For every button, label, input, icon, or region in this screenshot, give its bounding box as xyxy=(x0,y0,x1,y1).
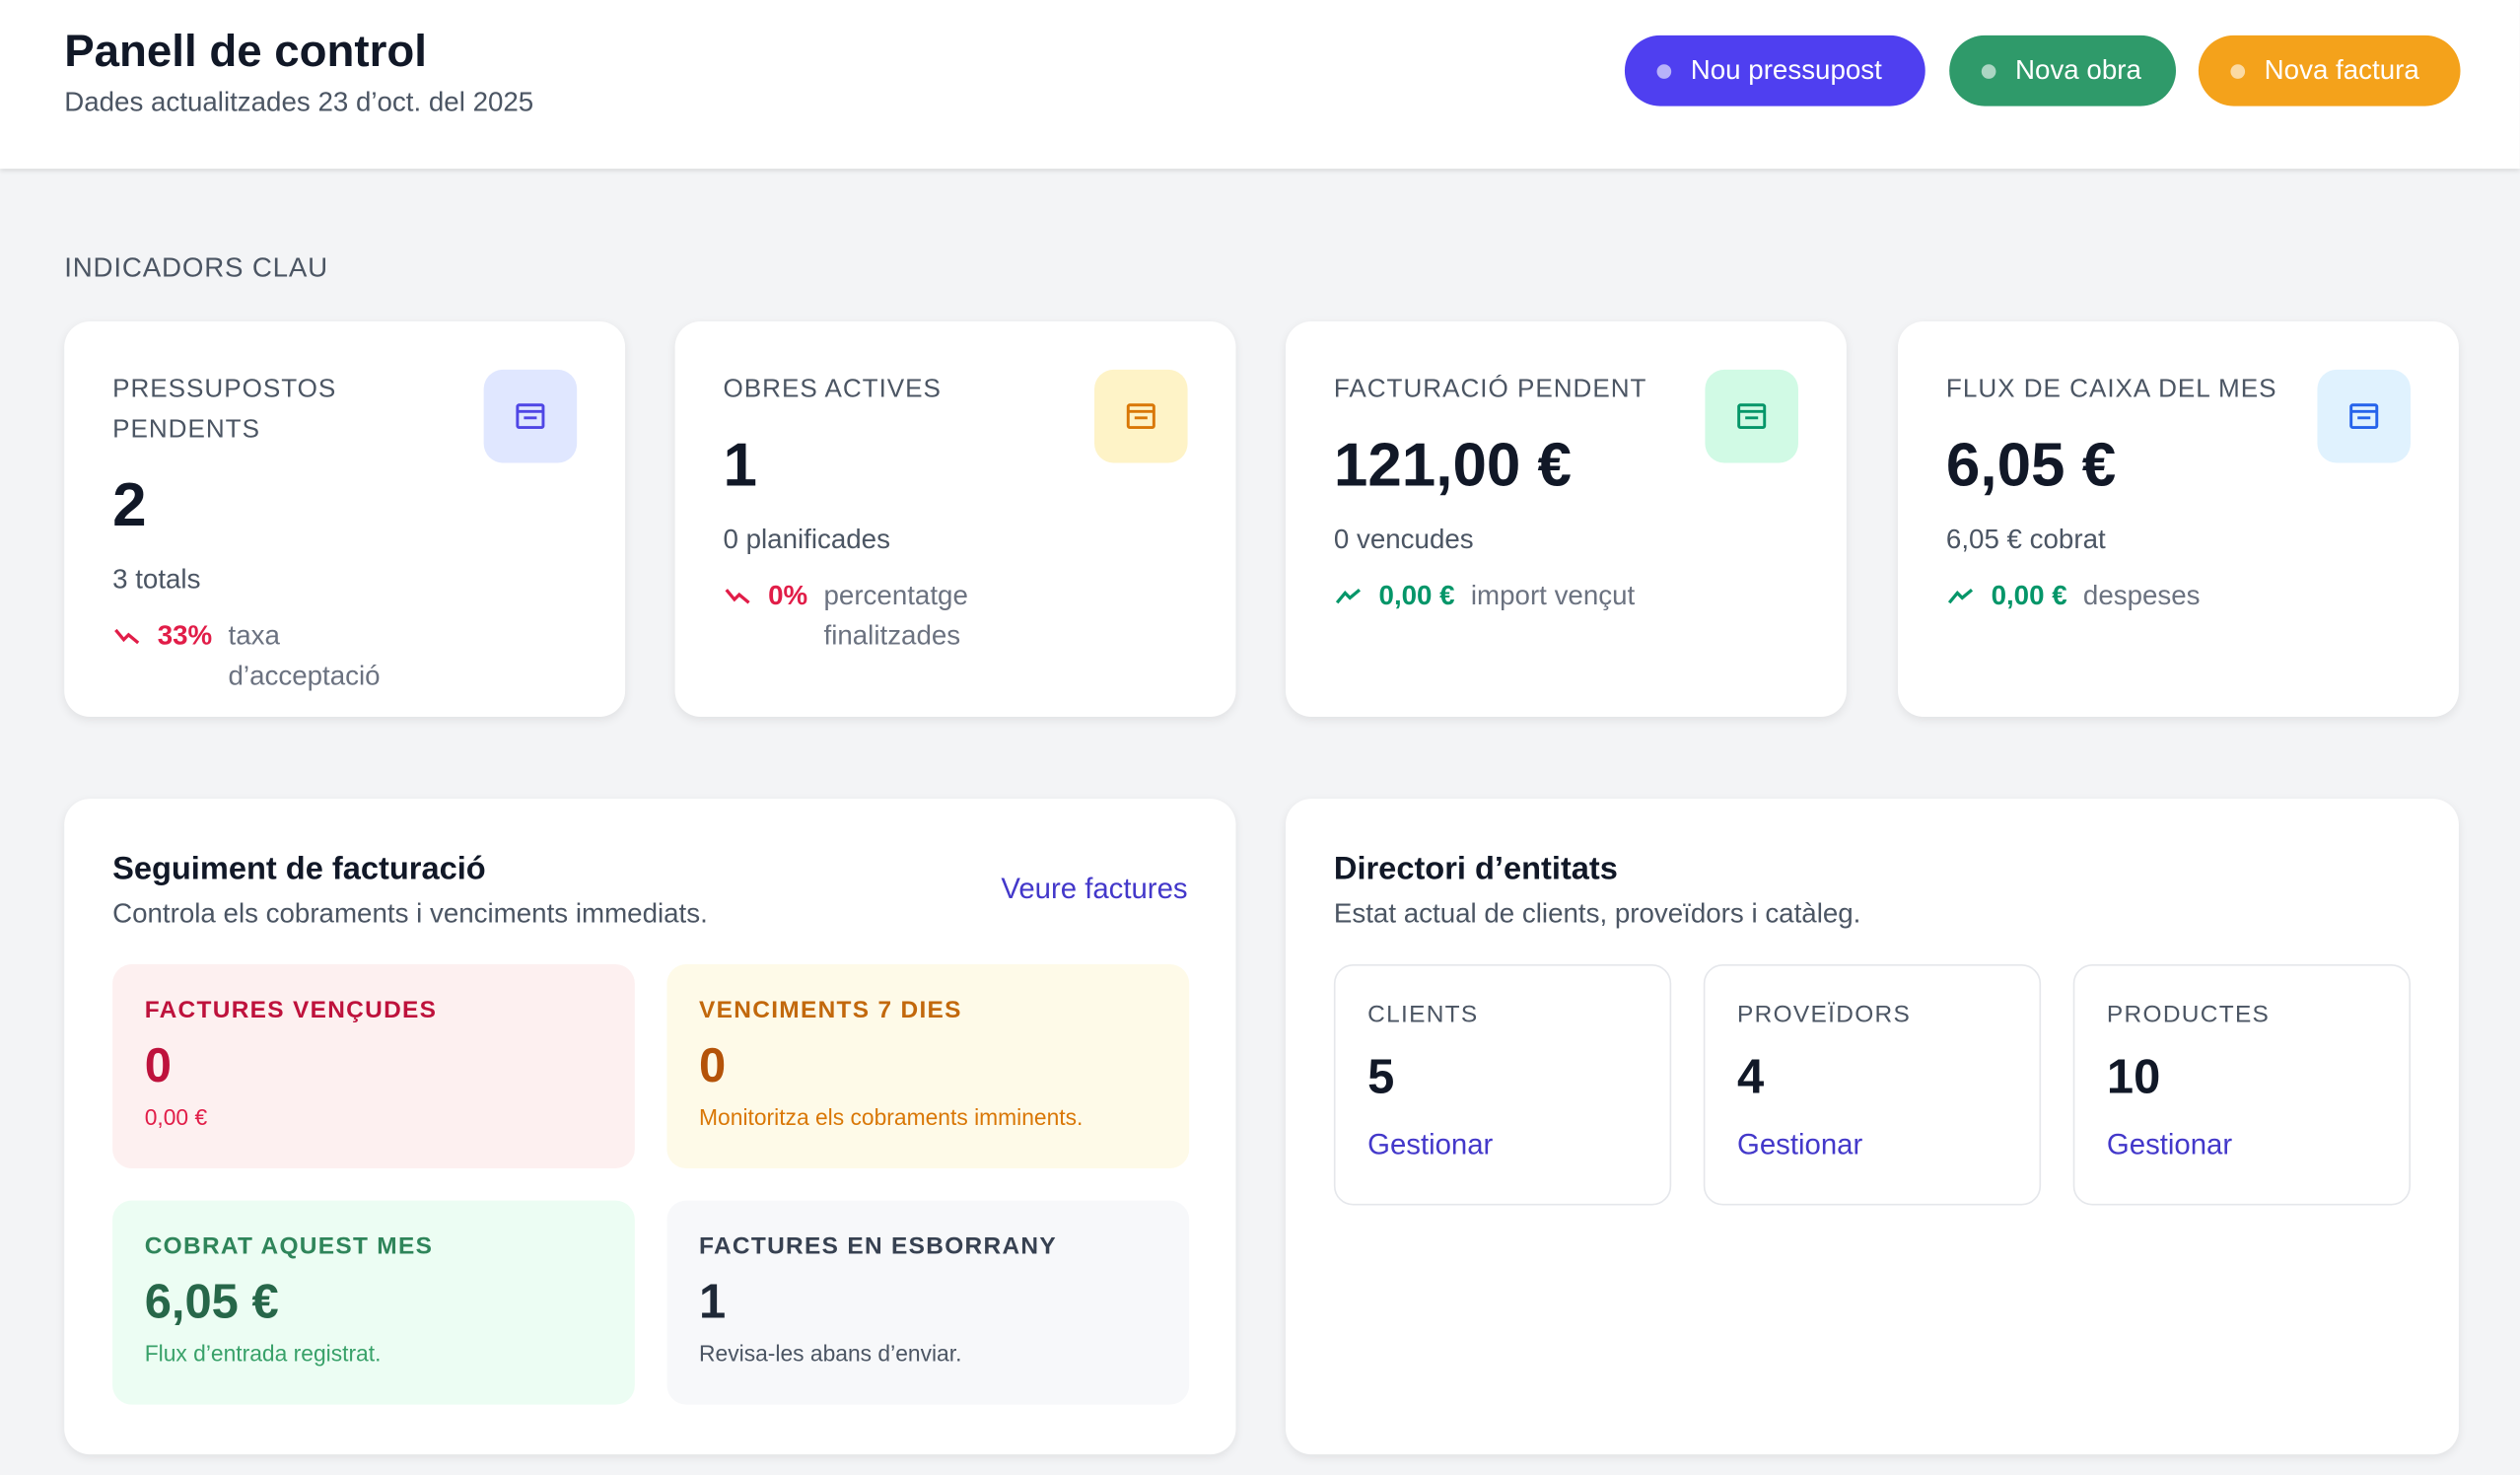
tile-label: PRODUCTES xyxy=(2106,1001,2271,1029)
kpi-card: FACTURACIÓ PENDENT 121,00 € 0 vencudes 0,00… xyxy=(1286,321,1847,717)
panel-subtitle: Estat actual de clients, proveïdors i ca… xyxy=(1333,898,1861,930)
tile-label: PROVEÏDORS xyxy=(1737,1001,1912,1029)
trend-value: 0,00 € xyxy=(1991,580,2067,611)
icon xyxy=(1737,403,1767,430)
trend-value: 33% xyxy=(157,620,213,652)
panel-subtitle: Controla els cobraments i venciments imm… xyxy=(112,898,708,930)
section-title: INDICADORS CLAU xyxy=(64,251,329,283)
kpi-value: 2 xyxy=(112,472,147,540)
kpi-value: 121,00 € xyxy=(1333,432,1573,500)
link[interactable]: Gestionar xyxy=(2106,1128,2233,1160)
billing-tile: COBRAT AQUEST MES 6,05 € Flux d’entrada re… xyxy=(112,1200,635,1405)
directory-panel: Directori d’entitats Estat actual de cli… xyxy=(1286,799,2459,1455)
trend-icon xyxy=(1947,588,1974,604)
tile-label: FACTURES VENÇUDES xyxy=(144,996,438,1024)
directory-tile: CLIENTS 5 Gestionar xyxy=(1333,964,1672,1206)
tile-label: CLIENTS xyxy=(1367,1001,1479,1029)
tile-value: 10 xyxy=(2106,1051,2161,1104)
tile-label: COBRAT AQUEST MES xyxy=(144,1232,434,1260)
tile-value: 6,05 € xyxy=(144,1276,279,1330)
page-subtitle: Dades actualitzades 23 d’oct. del 2025 xyxy=(64,87,534,117)
kpi-icon xyxy=(2317,369,2411,463)
kpi-card: OBRES ACTIVES 1 0 planificades 0% percentatg… xyxy=(674,321,1236,717)
trend-icon xyxy=(725,589,750,604)
tile-note: Revisa-les abans d’enviar. xyxy=(699,1340,962,1367)
kpi-icon xyxy=(1705,369,1798,463)
trend-value: 0,00 € xyxy=(1378,580,1455,611)
panel-title: Directori d’entitats xyxy=(1333,851,1618,887)
kpi-card: PRESSUPOSTOS PENDENTS 2 3 totals 33% taxa d’… xyxy=(64,321,626,717)
kpi-icon xyxy=(483,369,578,463)
icon xyxy=(1126,403,1155,430)
kpi-icon xyxy=(1094,369,1188,463)
tile-label: VENCIMENTS 7 DIES xyxy=(699,996,962,1024)
button-label[interactable]: Nova obra xyxy=(2015,54,2141,86)
panel-title: Seguiment de facturació xyxy=(112,851,486,887)
link[interactable]: Gestionar xyxy=(1367,1128,1494,1160)
billing-tile: FACTURES VENÇUDES 0 0,00 € xyxy=(112,964,635,1169)
kpi-label: OBRES ACTIVES xyxy=(723,376,942,404)
kpi-card: FLUX DE CAIXA DEL MES 6,05 € 6,05 € cobrat… xyxy=(1898,321,2459,717)
tile-value: 4 xyxy=(1737,1051,1765,1104)
tile-note: Flux d’entrada registrat. xyxy=(144,1340,382,1367)
trend-value: 0% xyxy=(768,580,808,611)
kpi-trend: 0% percentatge finalitzades xyxy=(724,576,1188,657)
button-label[interactable]: Nou pressupost xyxy=(1690,54,1882,86)
kpi-label: FACTURACIÓ PENDENT xyxy=(1333,376,1647,404)
directory-tile: PROVEÏDORS 4 Gestionar xyxy=(1703,964,2042,1206)
trend-text: import vençut xyxy=(1470,580,1636,611)
trend-text: percentatge finalitzades xyxy=(823,580,968,652)
page-title: Panell de control xyxy=(64,26,427,76)
button[interactable]: Nou pressupost xyxy=(1624,35,1925,106)
button-label[interactable]: Nova factura xyxy=(2264,54,2419,86)
button[interactable]: Nova obra xyxy=(1949,35,2177,106)
tile-label: FACTURES EN ESBORRANY xyxy=(699,1232,1057,1260)
trend-icon xyxy=(114,628,140,645)
kpi-label: FLUX DE CAIXA DEL MES xyxy=(1945,376,2277,404)
header: Panell de control Dades actualitzades 23… xyxy=(0,0,2520,170)
tile-value: 0 xyxy=(699,1039,727,1093)
kpi-detail: 0 vencudes xyxy=(1333,524,1474,555)
trend-text: taxa d’acceptació xyxy=(228,620,381,691)
kpi-label: PRESSUPOSTOS PENDENTS xyxy=(112,376,337,444)
tile-value: 1 xyxy=(699,1276,727,1330)
link[interactable]: Gestionar xyxy=(1737,1128,1863,1160)
billing-tile: FACTURES EN ESBORRANY 1 Revisa-les abans d… xyxy=(666,1200,1190,1405)
trend-icon xyxy=(1335,588,1362,604)
tile-value: 0 xyxy=(144,1039,172,1093)
icon xyxy=(516,403,545,430)
kpi-trend: 0,00 € import vençut xyxy=(1334,576,1798,616)
billing-panel: Seguiment de facturació Controla els cob… xyxy=(64,799,1236,1455)
kpi-detail: 3 totals xyxy=(112,564,201,596)
directory-tile: PRODUCTES 10 Gestionar xyxy=(2072,964,2411,1206)
icon xyxy=(2349,403,2379,430)
button[interactable]: Nova factura xyxy=(2198,35,2461,106)
tile-note: 0,00 € xyxy=(144,1103,208,1130)
kpi-value: 1 xyxy=(723,432,757,500)
kpi-detail: 6,05 € cobrat xyxy=(1945,524,2106,555)
kpi-trend: 0,00 € despeses xyxy=(1946,576,2411,616)
tile-value: 5 xyxy=(1367,1051,1395,1104)
kpi-trend: 33% taxa d’acceptació xyxy=(112,615,577,696)
link[interactable]: Veure factures xyxy=(1001,873,1188,905)
kpi-value: 6,05 € xyxy=(1945,432,2117,500)
kpi-detail: 0 planificades xyxy=(723,524,890,555)
trend-text: despeses xyxy=(2082,580,2201,611)
billing-tile: VENCIMENTS 7 DIES 0 Monitoritza els cobram… xyxy=(666,964,1190,1169)
tile-note: Monitoritza els cobraments imminents. xyxy=(699,1103,1084,1130)
